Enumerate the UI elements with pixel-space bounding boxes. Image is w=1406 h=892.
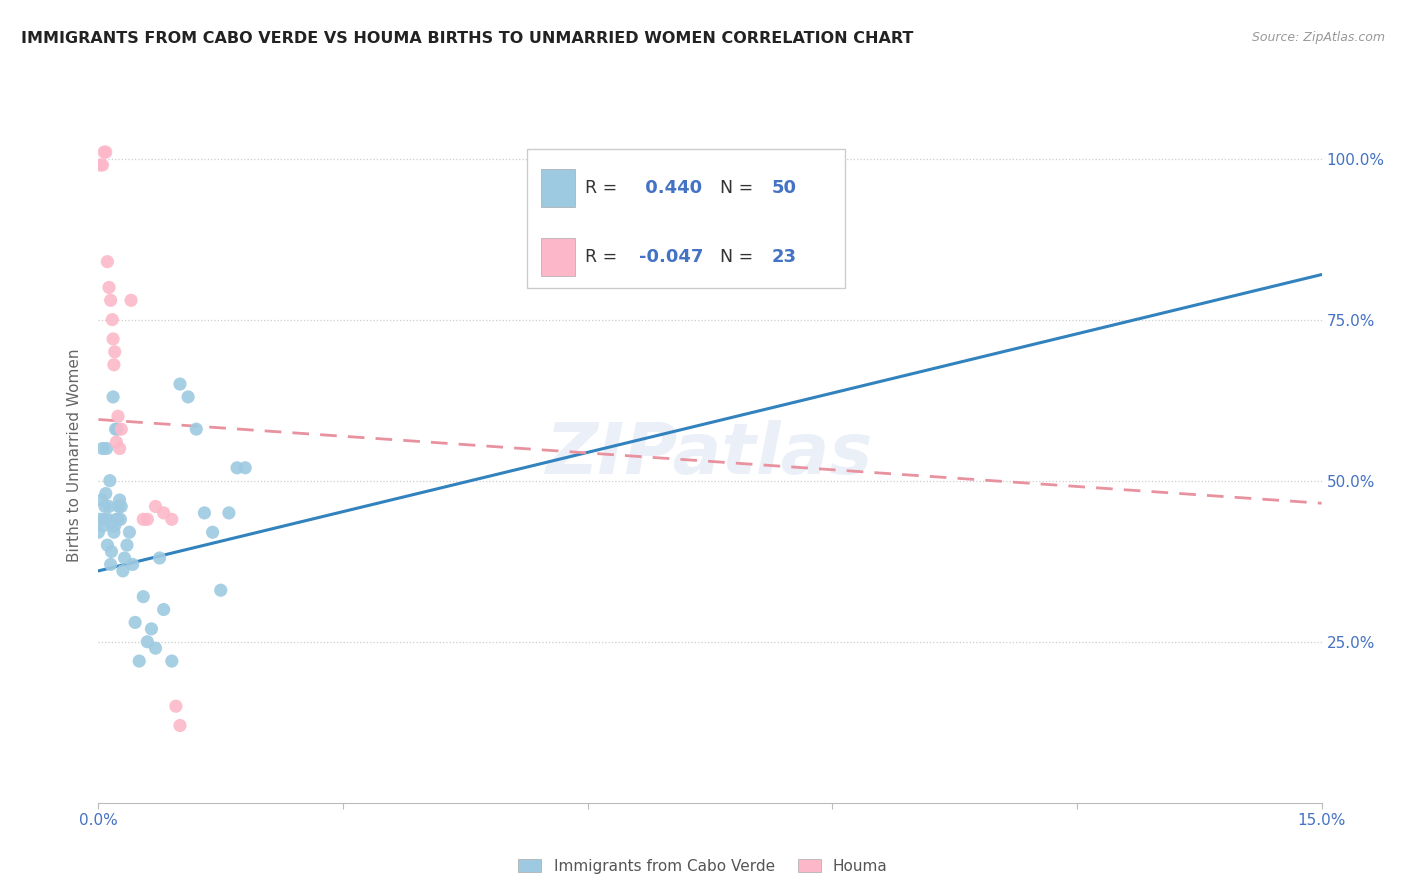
Text: ZIPatlas: ZIPatlas xyxy=(547,420,873,490)
Point xyxy=(108,493,131,508)
Point xyxy=(91,518,114,533)
Point xyxy=(160,654,183,668)
Point xyxy=(101,390,124,404)
Point xyxy=(160,512,183,526)
Point xyxy=(132,512,155,526)
Point xyxy=(100,544,122,558)
Point xyxy=(94,145,117,160)
Point xyxy=(103,525,125,540)
Point xyxy=(209,583,232,598)
Point xyxy=(132,590,155,604)
Point xyxy=(118,525,141,540)
Point xyxy=(108,442,131,456)
Point xyxy=(91,158,114,172)
Point xyxy=(108,500,131,514)
Text: 0.440: 0.440 xyxy=(640,178,702,197)
Point xyxy=(91,442,114,456)
Point xyxy=(201,525,224,540)
Point xyxy=(145,641,167,656)
Point xyxy=(115,538,138,552)
Point xyxy=(89,158,111,172)
Point xyxy=(87,525,110,540)
Point xyxy=(177,390,200,404)
Point xyxy=(90,493,112,508)
Point xyxy=(101,518,124,533)
Point xyxy=(105,422,128,436)
Point xyxy=(120,293,142,308)
Point xyxy=(104,518,127,533)
Text: IMMIGRANTS FROM CABO VERDE VS HOUMA BIRTHS TO UNMARRIED WOMEN CORRELATION CHART: IMMIGRANTS FROM CABO VERDE VS HOUMA BIRT… xyxy=(21,31,914,46)
Point xyxy=(97,512,120,526)
Point xyxy=(100,558,122,572)
Text: Source: ZipAtlas.com: Source: ZipAtlas.com xyxy=(1251,31,1385,45)
Point xyxy=(114,551,136,566)
Point xyxy=(141,622,163,636)
Point xyxy=(128,654,150,668)
Legend: Immigrants from Cabo Verde, Houma: Immigrants from Cabo Verde, Houma xyxy=(512,853,894,880)
Point xyxy=(104,344,127,359)
Point xyxy=(98,474,121,488)
Text: N =: N = xyxy=(720,178,759,197)
Point xyxy=(98,280,121,294)
Point xyxy=(104,422,127,436)
Text: -0.047: -0.047 xyxy=(640,248,703,267)
Point xyxy=(103,358,125,372)
Point xyxy=(121,558,143,572)
Point xyxy=(105,435,128,450)
Text: 50: 50 xyxy=(772,178,796,197)
Point xyxy=(110,422,132,436)
Point xyxy=(226,460,249,475)
Y-axis label: Births to Unmarried Women: Births to Unmarried Women xyxy=(67,348,83,562)
Point xyxy=(94,500,117,514)
Point xyxy=(169,377,191,392)
Point xyxy=(110,512,132,526)
Point xyxy=(98,500,121,514)
Point xyxy=(136,512,159,526)
Point xyxy=(110,500,132,514)
Point xyxy=(186,422,208,436)
Point xyxy=(218,506,240,520)
Text: R =: R = xyxy=(585,178,623,197)
Point xyxy=(105,512,128,526)
Point xyxy=(111,564,134,578)
Text: R =: R = xyxy=(585,248,623,267)
Point xyxy=(93,512,115,526)
Point xyxy=(149,551,172,566)
Point xyxy=(233,460,256,475)
Point xyxy=(93,145,115,160)
Point xyxy=(165,699,187,714)
Point xyxy=(152,506,174,520)
Point xyxy=(136,634,159,648)
Text: N =: N = xyxy=(720,248,759,267)
Point xyxy=(152,602,174,616)
Point xyxy=(100,293,122,308)
Point xyxy=(145,500,167,514)
Point xyxy=(101,332,124,346)
Text: 23: 23 xyxy=(772,248,796,267)
Point xyxy=(96,442,118,456)
Point xyxy=(193,506,215,520)
Bar xyxy=(541,169,575,207)
Point xyxy=(96,254,118,268)
FancyBboxPatch shape xyxy=(526,149,845,288)
Point xyxy=(107,409,129,424)
Bar xyxy=(541,238,575,277)
Point xyxy=(169,718,191,732)
Point xyxy=(89,512,111,526)
Point xyxy=(96,538,118,552)
Point xyxy=(124,615,146,630)
Point xyxy=(101,312,124,326)
Point xyxy=(107,512,129,526)
Point xyxy=(94,486,117,500)
